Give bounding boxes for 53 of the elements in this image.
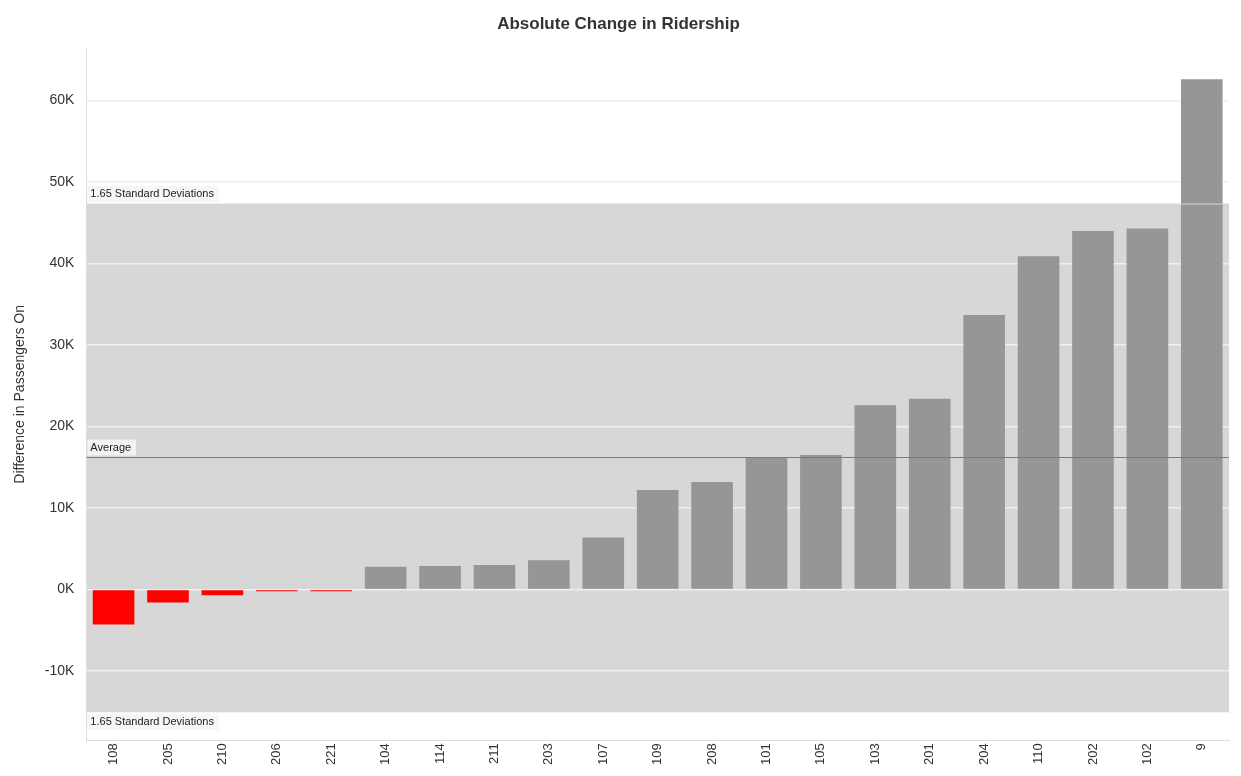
bar (582, 537, 625, 589)
x-tick-label: 208 (703, 743, 719, 766)
bar (691, 481, 733, 589)
y-axis-title: Difference in Passengers On (11, 304, 28, 484)
y-tick-label: 10K (49, 498, 76, 515)
x-tick-label: 202 (1084, 743, 1100, 766)
bar (963, 314, 1005, 589)
bar (636, 490, 679, 589)
ref-line-label: Average (90, 440, 132, 453)
bar (1017, 256, 1060, 589)
bar (745, 457, 788, 589)
bar (528, 560, 570, 589)
x-tick-label: 210 (213, 743, 229, 766)
x-tick-label: 9 (1193, 743, 1209, 751)
x-tick-label: 221 (322, 743, 338, 766)
bar (201, 590, 244, 596)
x-tick-label: 108 (105, 743, 121, 766)
y-tick-label: 0K (57, 580, 76, 597)
x-tick-label: 110 (1030, 743, 1046, 765)
x-tick-label: 109 (649, 743, 665, 766)
bar (908, 398, 951, 589)
bar (1072, 230, 1114, 589)
chart-title: Absolute Change in Ridership (497, 13, 740, 33)
bar (473, 565, 516, 589)
x-tick-label: 104 (377, 743, 393, 766)
ref-line-label: 1.65 Standard Deviations (90, 714, 215, 727)
ref-line-label: 1.65 Standard Deviations (90, 187, 215, 200)
y-tick-label: 60K (49, 91, 76, 108)
y-tick-label: 30K (49, 335, 76, 352)
bar (92, 590, 135, 625)
bar (1126, 228, 1169, 589)
bar (419, 565, 461, 589)
x-tick-label: 211 (486, 743, 502, 765)
bar (800, 455, 842, 589)
x-tick-label: 107 (594, 743, 610, 766)
x-tick-label: 103 (866, 743, 882, 766)
x-tick-label: 114 (431, 743, 447, 765)
x-tick-label: 206 (268, 743, 284, 766)
y-tick-label: -10K (44, 661, 76, 678)
x-tick-label: 205 (159, 743, 175, 766)
x-tick-label: 101 (758, 743, 774, 766)
y-tick-label: 50K (49, 172, 76, 189)
x-tick-label: 201 (921, 743, 937, 766)
bar (854, 405, 897, 589)
bar (364, 566, 407, 589)
x-tick-label: 204 (975, 743, 991, 766)
x-tick-label: 105 (812, 743, 828, 766)
y-tick-label: 20K (49, 417, 76, 434)
bar (147, 590, 189, 603)
y-tick-label: 40K (49, 254, 76, 271)
x-tick-label: 203 (540, 743, 556, 766)
x-tick-label: 102 (1138, 743, 1154, 766)
bar (1180, 79, 1223, 589)
